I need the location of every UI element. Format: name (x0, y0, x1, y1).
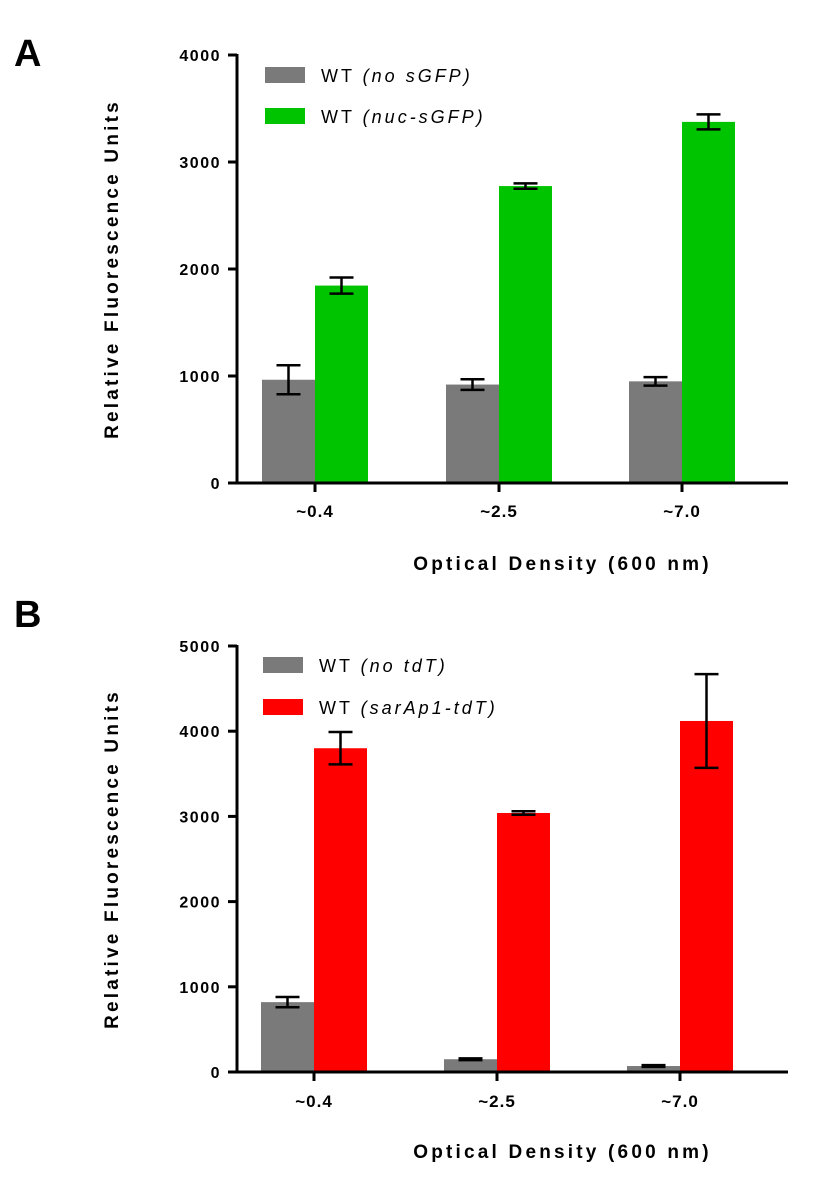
legend-label-b-1: WT (sarAp1-tdT) (319, 698, 498, 718)
legend-qualifier: (no tdT) (361, 656, 448, 676)
bar-b-s0-c1 (444, 1059, 497, 1072)
y-tick-label-a-0: 0 (211, 476, 221, 493)
y-tick-label-a-1: 1000 (179, 369, 221, 386)
bar-b-s0-c2 (627, 1066, 680, 1072)
x-tick-label-b-1: ~2.5 (478, 1092, 516, 1111)
legend-qualifier: (sarAp1-tdT) (361, 698, 498, 718)
y-axis-title-b: Relative Fluorescence Units (102, 689, 123, 1029)
x-tick-label-a-2: ~7.0 (663, 502, 701, 521)
x-tick-label-a-1: ~2.5 (480, 502, 518, 521)
legend-name: WT (321, 66, 363, 86)
y-tick-label-a-3: 3000 (179, 155, 221, 172)
y-tick-label-b-4: 4000 (179, 724, 221, 741)
x-axis-title-a: Optical Density (600 nm) (413, 554, 712, 575)
bar-b-s1-c1 (497, 812, 550, 1072)
y-tick-label-a-4: 4000 (179, 48, 221, 65)
y-tick-label-b-3: 3000 (179, 809, 221, 826)
legend-swatch-a-0 (265, 67, 305, 83)
plot-area-a: 0 1000 2000 3000 4000 ~0.4 ~2.5 ~7.0 Optical Den… (102, 48, 788, 575)
panel-letter-a: A (14, 33, 41, 75)
legend-swatch-b-0 (263, 657, 303, 673)
legend-name: WT (319, 656, 361, 676)
bar-a-s0-c1 (446, 384, 499, 483)
y-tick-label-a-2: 2000 (179, 262, 221, 279)
bar-a-s0-c2 (629, 381, 682, 483)
legend-label-b-0: WT (no tdT) (319, 656, 448, 676)
legend-name: WT (321, 107, 363, 127)
x-tick-label-b-0: ~0.4 (295, 1092, 333, 1111)
y-tick-label-b-1: 1000 (179, 980, 221, 997)
plot-area-b: 0 1000 2000 3000 4000 5000 ~0.4 ~2.5 ~7.0 Optical… (102, 639, 788, 1163)
bar-a-s1-c2 (682, 121, 735, 483)
bar-b-s1-c0 (314, 748, 367, 1072)
bar-a-s1-c1 (499, 186, 552, 483)
y-tick-label-b-2: 2000 (179, 895, 221, 912)
chart-panel-b: B 0 1000 2000 3000 4000 5000 ~0.4 ~2.5 ~7.0 Optic… (14, 594, 788, 1163)
y-tick-label-b-0: 0 (211, 1065, 221, 1082)
bar-a-s0-c0 (262, 379, 315, 483)
legend-swatch-b-1 (263, 699, 303, 715)
y-axis-title-a: Relative Fluorescence Units (102, 99, 123, 439)
panel-letter-b: B (14, 594, 41, 636)
chart-panel-a: A 0 1000 2000 3000 4000 ~0.4 ~2.5 ~7.0 Optical D… (14, 33, 788, 575)
legend-qualifier: (nuc-sGFP) (363, 107, 486, 127)
legend-name: WT (319, 698, 361, 718)
y-tick-label-b-5: 5000 (179, 639, 221, 656)
bar-b-s1-c2 (680, 720, 733, 1072)
legend-label-a-1: WT (nuc-sGFP) (321, 107, 486, 127)
legend-label-a-0: WT (no sGFP) (321, 66, 473, 86)
bar-a-s1-c0 (315, 285, 368, 483)
x-tick-label-b-2: ~7.0 (661, 1092, 699, 1111)
x-axis-title-b: Optical Density (600 nm) (413, 1142, 712, 1163)
x-tick-label-a-0: ~0.4 (296, 502, 334, 521)
legend-swatch-a-1 (265, 108, 305, 124)
bar-b-s0-c0 (261, 1002, 314, 1072)
legend-qualifier: (no sGFP) (363, 66, 473, 86)
